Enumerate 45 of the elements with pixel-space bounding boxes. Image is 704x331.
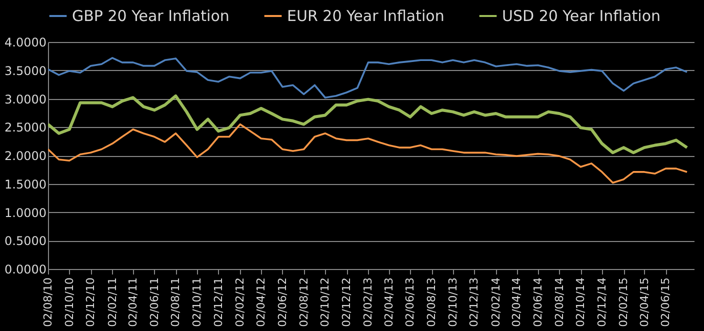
- x-tick-label: 02/12/11: [212, 278, 225, 327]
- x-tick-label: 02/02/14: [489, 278, 502, 327]
- x-tick-label: 02/06/14: [531, 278, 544, 327]
- x-tick-label: 02/04/14: [510, 278, 524, 327]
- x-tick-label: 02/08/13: [425, 278, 438, 327]
- legend-label: USD 20 Year Inflation: [502, 7, 661, 25]
- x-tick-label: 02/06/13: [404, 278, 417, 327]
- x-tick-label: 02/12/12: [340, 278, 354, 327]
- x-tick-label: 02/04/11: [126, 278, 140, 327]
- x-tick-label: 02/06/15: [659, 278, 672, 327]
- x-tick-label: 02/10/13: [446, 278, 460, 327]
- legend-label: GBP 20 Year Inflation: [72, 7, 230, 25]
- x-tick-label: 02/02/15: [617, 278, 630, 327]
- y-tick-label: 2.0000: [4, 149, 46, 163]
- y-tick-label: 4.0000: [4, 36, 46, 50]
- x-tick-label: 02/02/12: [234, 278, 247, 327]
- line-series: [48, 94, 688, 154]
- y-tick-label: 1.0000: [4, 206, 46, 220]
- y-tick-label: 0.0000: [4, 262, 46, 276]
- x-tick-label: 02/10/12: [318, 278, 332, 327]
- x-tick-label: 02/12/13: [468, 278, 481, 327]
- x-tick-label: 02/10/14: [574, 278, 588, 327]
- x-tick-label: 02/12/14: [595, 278, 608, 327]
- legend-label: EUR 20 Year Inflation: [287, 7, 444, 25]
- x-tick-label: 02/10/11: [190, 278, 204, 327]
- x-tick-label: 02/10/10: [62, 278, 76, 327]
- line-series: [48, 56, 688, 99]
- x-tick-label: 02/08/10: [42, 278, 54, 327]
- y-tick-label: 2.5000: [4, 120, 46, 135]
- line-series: [48, 123, 688, 184]
- x-tick-label: 02/08/14: [552, 278, 566, 327]
- x-tick-label: 02/02/11: [106, 278, 119, 327]
- x-tick-label: 02/06/11: [148, 278, 161, 327]
- x-tick-label: 02/08/11: [169, 278, 182, 327]
- x-tick-label: 02/04/15: [638, 278, 651, 327]
- x-tick-label: 02/04/12: [254, 278, 268, 327]
- x-tick-label: 02/04/13: [382, 278, 396, 327]
- y-tick-label: 1.5000: [4, 177, 46, 192]
- x-tick-label: 02/12/10: [84, 278, 98, 327]
- y-tick-label: 3.0000: [4, 92, 46, 106]
- y-tick-label: 3.5000: [4, 64, 46, 78]
- x-tick-label: 02/08/12: [297, 278, 310, 327]
- x-tick-label: 02/02/13: [362, 278, 375, 327]
- y-tick-label: 0.5000: [4, 234, 46, 248]
- x-tick-label: 02/06/12: [276, 278, 289, 327]
